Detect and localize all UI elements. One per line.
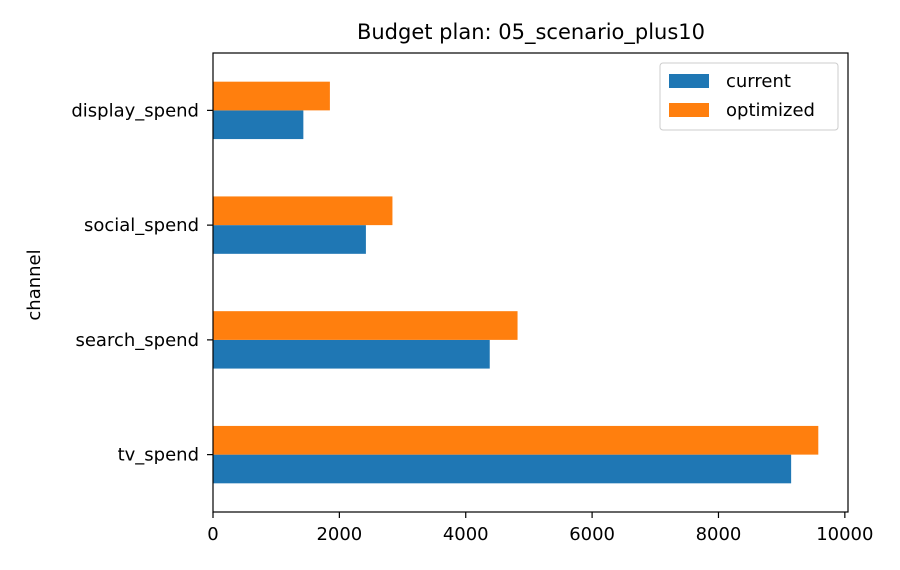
axes-layer: 0 2000 4000 6000 8000 10000 tv_spend search_spe… xyxy=(71,52,873,545)
x-tick-label: 8000 xyxy=(696,524,742,545)
bars-layer xyxy=(213,81,819,484)
bar-current-social_spend xyxy=(213,225,366,254)
bar-current-display_spend xyxy=(213,110,304,140)
x-tick-label: 2000 xyxy=(316,524,362,545)
y-tick-label-search_spend: search_spend xyxy=(75,330,199,351)
chart-title: Budget plan: 05_scenario_plus10 xyxy=(357,20,705,45)
y-axis-label: channel xyxy=(24,249,45,320)
bar-optimized-search_spend xyxy=(213,311,518,340)
y-tick-label-social_spend: social_spend xyxy=(84,215,199,236)
legend: current optimized xyxy=(659,62,839,131)
x-tick-label: 0 xyxy=(207,524,218,545)
bar-optimized-tv_spend xyxy=(213,425,819,455)
legend-swatch-optimized xyxy=(669,103,709,117)
bar-optimized-display_spend xyxy=(213,81,330,111)
legend-label-optimized: optimized xyxy=(726,100,815,121)
bar-optimized-social_spend xyxy=(213,196,393,226)
bar-current-search_spend xyxy=(213,339,490,369)
bar-current-tv_spend xyxy=(213,454,792,484)
plot-frame xyxy=(212,52,849,513)
y-tick-label-display_spend: display_spend xyxy=(71,100,199,121)
legend-swatch-current xyxy=(669,74,709,88)
x-tick-label: 4000 xyxy=(443,524,489,545)
x-tick-label: 6000 xyxy=(569,524,615,545)
x-tick-label: 10000 xyxy=(816,524,873,545)
y-tick-label-tv_spend: tv_spend xyxy=(118,445,199,466)
legend-label-current: current xyxy=(726,71,791,92)
